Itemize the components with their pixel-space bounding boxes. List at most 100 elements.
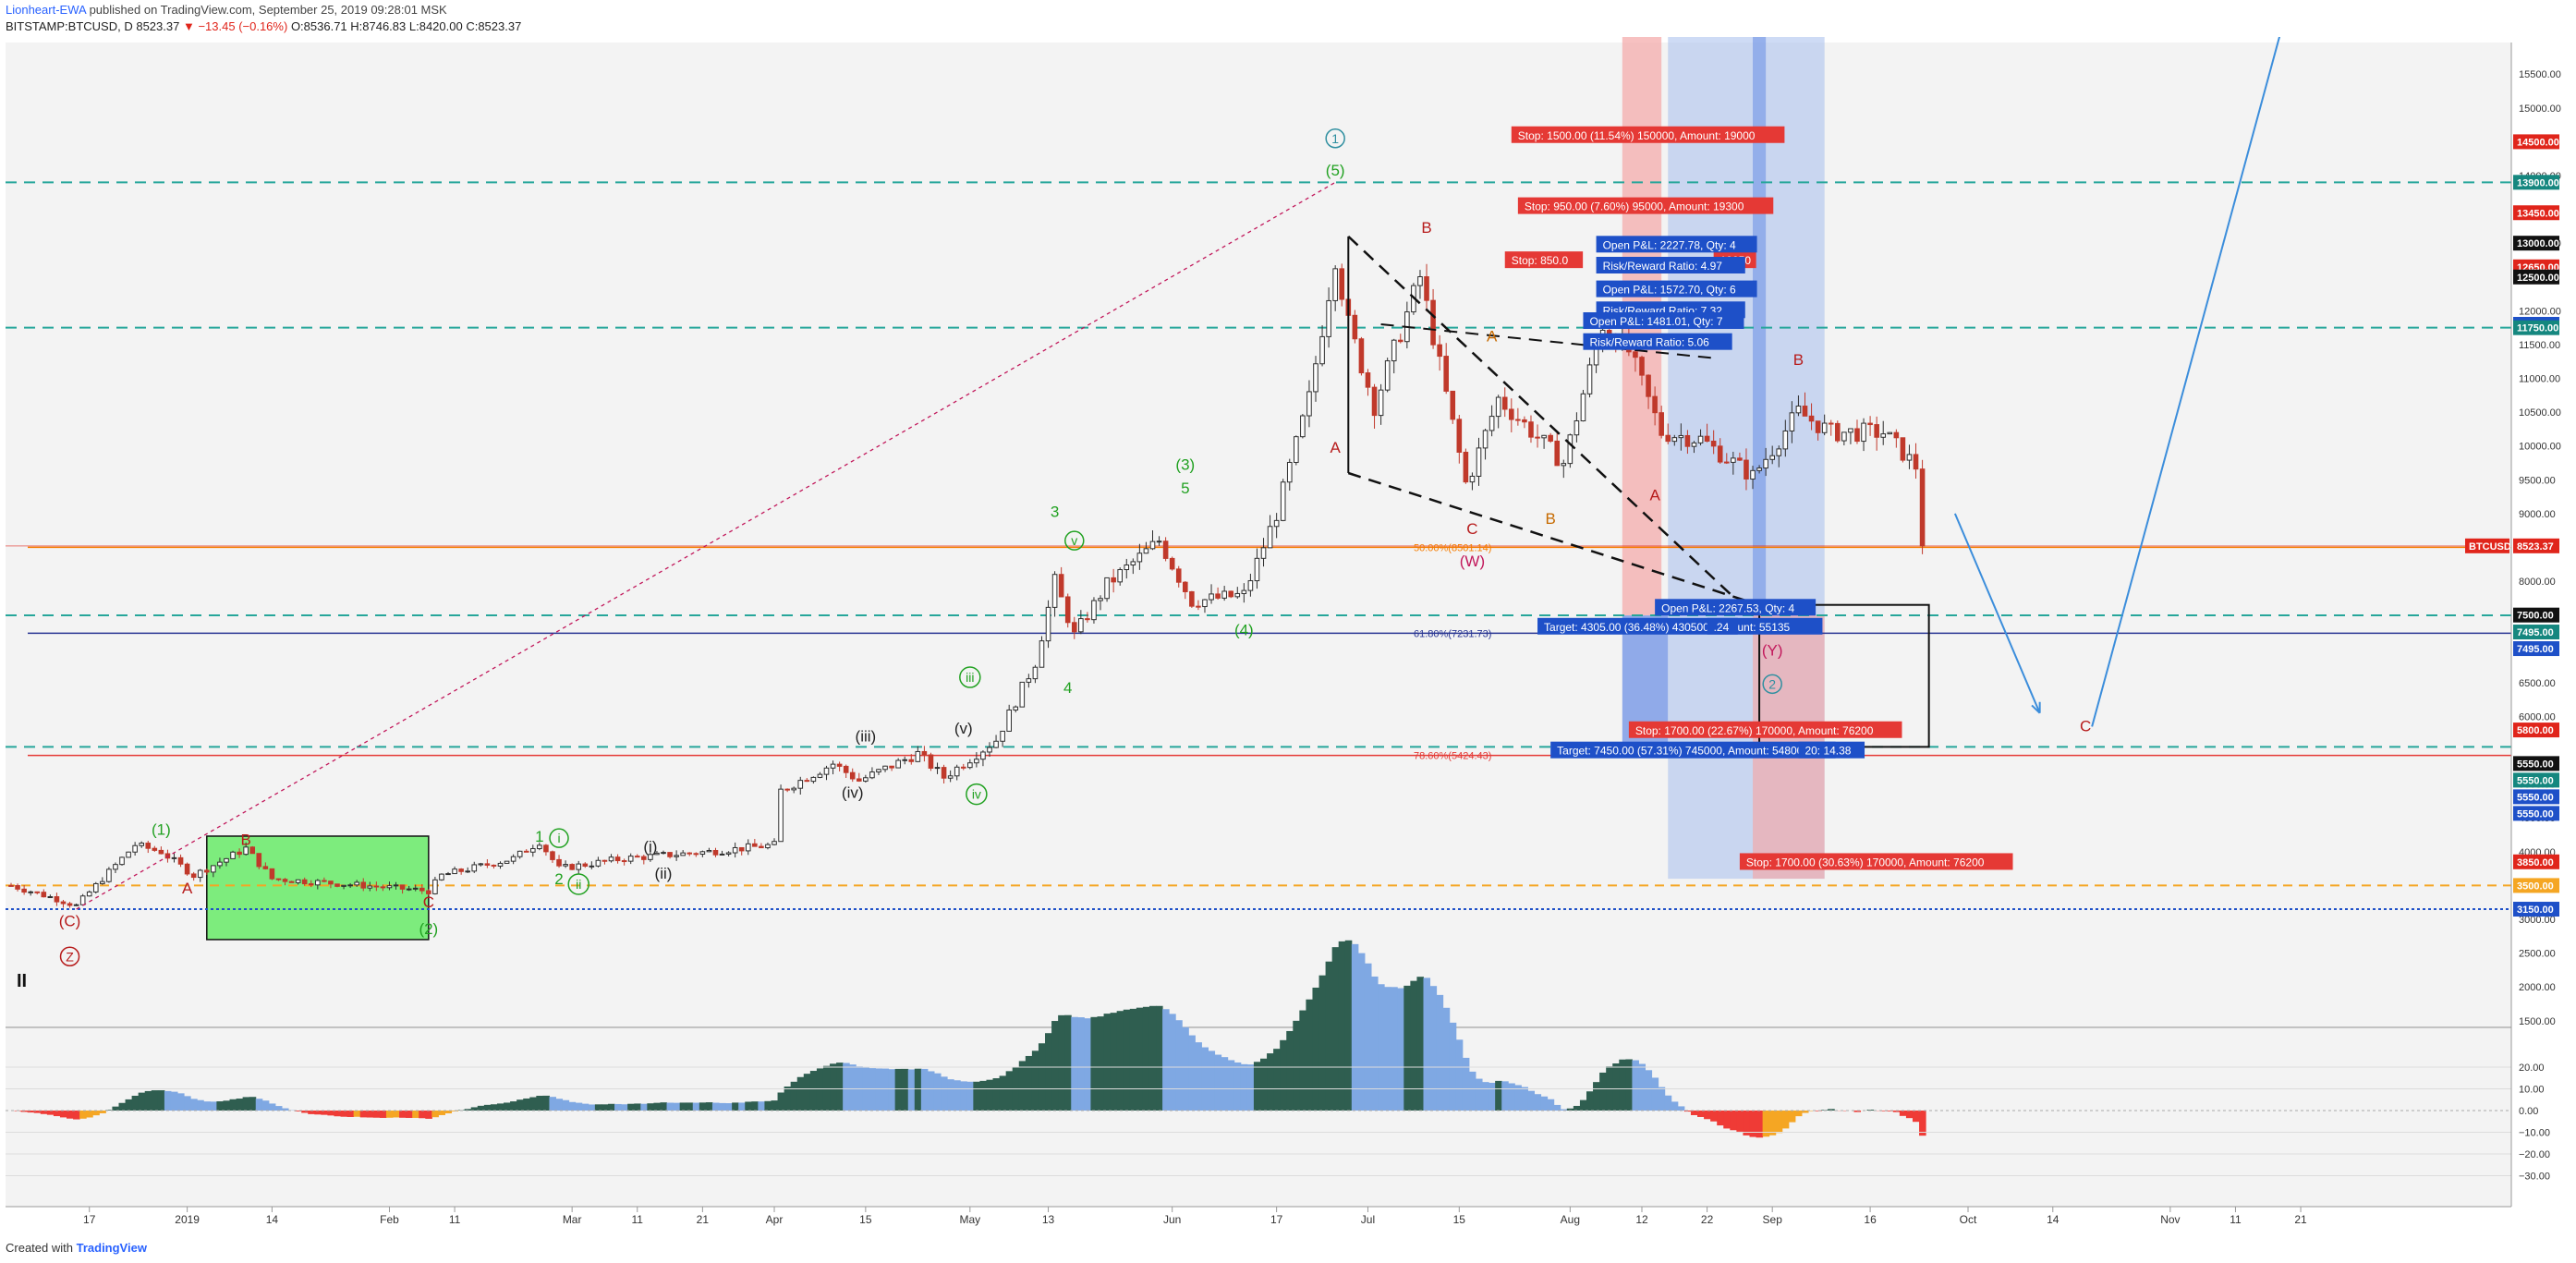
osc-bar: [673, 1102, 681, 1111]
osc-bar: [301, 1111, 309, 1113]
channel-line[interactable]: [1380, 323, 1714, 359]
time-tick: Jun: [1163, 1213, 1181, 1226]
candle-body: [1913, 454, 1919, 470]
candle-body: [243, 846, 249, 856]
osc-bar: [1306, 999, 1313, 1111]
forecast-arrow[interactable]: [1953, 513, 2041, 714]
wave-label[interactable]: (v): [954, 720, 973, 737]
wave-label[interactable]: (4): [1234, 622, 1254, 639]
wave-label[interactable]: B: [1421, 219, 1431, 237]
candle-body: [1717, 445, 1723, 463]
stop-label[interactable]: Stop: 1500.00 (11.54%) 150000, Amount: 1…: [1518, 129, 1756, 142]
fib-trend-line[interactable]: [76, 181, 1336, 910]
wave-label[interactable]: (W): [1460, 553, 1485, 570]
wave-label[interactable]: 4: [1063, 679, 1072, 697]
wave-label[interactable]: A: [1649, 486, 1660, 504]
channel-line[interactable]: [1347, 471, 1760, 606]
wave-label[interactable]: 2: [1768, 676, 1776, 691]
wave-label[interactable]: v: [1071, 533, 1077, 548]
osc-bar: [1357, 953, 1366, 1111]
pnl-label[interactable]: Open P&L: 2267.53, Qty: 4: [1661, 601, 1794, 614]
last-price: 8523.37: [136, 19, 180, 33]
stop-label[interactable]: Stop: 1700.00 (22.67%) 170000, Amount: 7…: [1635, 724, 1874, 737]
symbol-name[interactable]: BITSTAMP:BTCUSD, D: [6, 19, 133, 33]
wave-label[interactable]: (Y): [1762, 642, 1783, 660]
pnl-label[interactable]: Open P&L: 2227.78, Qty: 4: [1603, 238, 1736, 251]
author-link[interactable]: Lionheart-EWA: [6, 3, 86, 17]
stop-label[interactable]: Stop: 850.0: [1512, 254, 1569, 267]
wave-label[interactable]: B: [1793, 351, 1804, 369]
wave-label[interactable]: (3): [1175, 455, 1195, 473]
pnl-label[interactable]: Open P&L: 1572.70, Qty: 6: [1603, 284, 1736, 297]
rr-label[interactable]: 20: 14.38: [1804, 745, 1851, 758]
candle-body: [92, 882, 99, 893]
wave-label[interactable]: 1: [1331, 131, 1339, 146]
rr-label[interactable]: Risk/Reward Ratio: 4.97: [1603, 260, 1723, 273]
wave-label[interactable]: (ii): [655, 865, 673, 882]
candle-body: [1744, 459, 1749, 480]
wave-label[interactable]: (C): [59, 912, 81, 929]
osc-bar: [1553, 1104, 1561, 1111]
osc-tick: 10.00: [2519, 1085, 2545, 1096]
wave-label[interactable]: iv: [972, 787, 981, 802]
wave-label[interactable]: A: [1331, 439, 1342, 456]
candle-body: [1802, 406, 1808, 417]
osc-bar: [112, 1106, 119, 1111]
osc-bar: [607, 1103, 615, 1111]
chart-canvas[interactable]: 50.00%(8501.14) 61.80%(7231.73) 78.60%(542…: [0, 37, 2576, 1236]
rr-label[interactable]: .24: [1714, 621, 1730, 634]
osc-bar: [1227, 1060, 1235, 1111]
wave-label[interactable]: (iii): [856, 728, 877, 746]
candle-body: [857, 778, 862, 782]
wave-label[interactable]: B: [1545, 510, 1555, 528]
wave-label[interactable]: (5): [1326, 162, 1345, 179]
wave-circle: [966, 783, 988, 806]
wave-label[interactable]: 2: [554, 870, 563, 888]
target-label[interactable]: Target: 7450.00 (57.31%) 745000, Amount:…: [1557, 745, 1804, 758]
wave-label[interactable]: 5: [1181, 480, 1189, 497]
time-tick: Nov: [2160, 1213, 2180, 1226]
pnl-label-bg: [1596, 280, 1757, 298]
candle-body: [667, 852, 673, 857]
wave-label[interactable]: (2): [419, 920, 438, 938]
wave-label[interactable]: C: [1466, 520, 1477, 538]
wave-label[interactable]: ii: [576, 877, 581, 892]
osc-bar: [1136, 1007, 1144, 1111]
candle-body: [380, 886, 386, 889]
tradingview-logo[interactable]: TradingView: [76, 1241, 147, 1255]
wave-label[interactable]: iii: [966, 670, 974, 685]
candle-body: [1776, 448, 1782, 456]
candle-body: [1417, 276, 1423, 286]
wave-label[interactable]: (iv): [842, 783, 864, 801]
stop-label[interactable]: Stop: 950.00 (7.60%) 95000, Amount: 1930…: [1525, 200, 1744, 213]
osc-bar: [1384, 987, 1391, 1111]
target-label[interactable]: Target: 4305.00 (36.48%) 430500, Amount:…: [1544, 621, 1791, 634]
channel-line[interactable]: [1347, 235, 1754, 616]
candle-body: [1867, 422, 1873, 426]
pnl-label[interactable]: Open P&L: 1481.01, Qty: 7: [1589, 315, 1722, 328]
osc-bar: [27, 1111, 35, 1113]
stop-label[interactable]: Stop: 1700.00 (30.63%) 170000, Amount: 7…: [1746, 856, 1985, 868]
wave-label[interactable]: i: [557, 831, 560, 845]
candle-body: [1149, 540, 1156, 550]
wave-label[interactable]: C: [423, 893, 434, 911]
wave-label[interactable]: 3: [1051, 504, 1059, 521]
forecast-arrow[interactable]: [2091, 37, 2288, 727]
wave-label[interactable]: C: [2080, 718, 2091, 735]
wave-label[interactable]: Z: [66, 949, 74, 964]
candle-body: [1136, 553, 1143, 563]
wave-label[interactable]: B: [240, 832, 250, 849]
wave-label[interactable]: (1): [152, 821, 171, 839]
rr-label[interactable]: Risk/Reward Ratio: 5.06: [1589, 336, 1709, 349]
candle-body: [1795, 406, 1802, 414]
price-tag-bg: [2465, 538, 2509, 553]
wave-label[interactable]: (i): [643, 838, 657, 856]
time-tick: 21: [2294, 1213, 2307, 1226]
osc-bar: [1560, 1109, 1568, 1111]
wave-label[interactable]: A: [1487, 327, 1498, 345]
wave-label[interactable]: 1: [535, 828, 543, 845]
pnl-label-bg: [1655, 599, 1817, 616]
candle-body: [315, 880, 321, 886]
wave-label[interactable]: A: [182, 880, 193, 897]
osc-bar: [771, 1100, 779, 1111]
